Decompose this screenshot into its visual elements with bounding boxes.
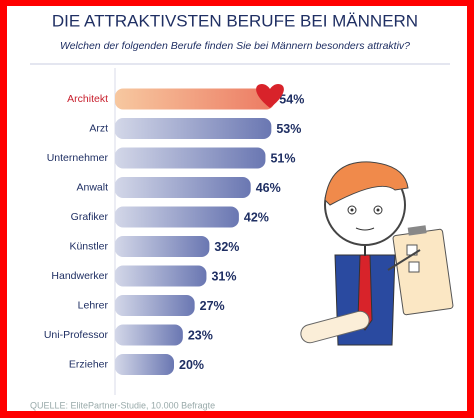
value-label: 42% bbox=[244, 210, 269, 224]
value-label: 54% bbox=[279, 92, 304, 106]
value-label: 23% bbox=[188, 328, 213, 342]
bar bbox=[115, 177, 251, 198]
source: QUELLE: ElitePartner-Studie, 10.000 Befr… bbox=[30, 400, 215, 410]
chart-subtitle: Welchen der folgenden Berufe finden Sie … bbox=[60, 40, 410, 52]
bar bbox=[115, 354, 174, 375]
category-label: Künstler bbox=[69, 240, 108, 252]
heart-icon bbox=[256, 84, 284, 108]
value-label: 46% bbox=[256, 181, 281, 195]
category-label: Erzieher bbox=[69, 358, 109, 370]
bar bbox=[115, 88, 275, 110]
category-label: Architekt bbox=[67, 93, 108, 105]
bar bbox=[115, 265, 207, 287]
category-label: Uni-Professor bbox=[44, 329, 109, 341]
illustration bbox=[300, 161, 454, 346]
value-label: 27% bbox=[200, 299, 225, 313]
bar bbox=[115, 236, 210, 257]
bar bbox=[115, 206, 239, 228]
category-label: Anwalt bbox=[76, 181, 108, 193]
chart-title: DIE ATTRAKTIVSTEN BERUFE BEI MÄNNERN bbox=[52, 11, 418, 30]
value-label: 32% bbox=[214, 240, 239, 254]
bar bbox=[115, 324, 183, 346]
category-label: Grafiker bbox=[71, 211, 109, 223]
value-label: 20% bbox=[179, 358, 204, 372]
bar bbox=[115, 118, 272, 139]
category-label: Handwerker bbox=[51, 270, 108, 282]
bar bbox=[115, 147, 266, 169]
value-label: 31% bbox=[211, 269, 236, 283]
value-label: 51% bbox=[270, 151, 295, 165]
value-label: 53% bbox=[276, 122, 301, 136]
category-label: Unternehmer bbox=[47, 152, 109, 164]
category-label: Lehrer bbox=[78, 299, 109, 311]
bar bbox=[115, 295, 195, 316]
category-label: Arzt bbox=[89, 122, 108, 134]
